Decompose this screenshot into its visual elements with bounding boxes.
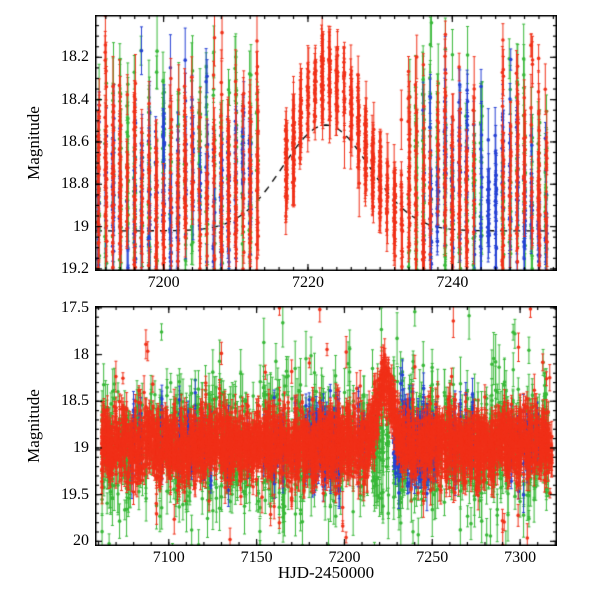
top-panel-plot — [95, 15, 557, 271]
y-tick-label-top: 19 — [73, 217, 89, 235]
y-tick-label-top: 18.6 — [61, 132, 89, 150]
y-tick-label-bottom: 18.5 — [61, 392, 89, 410]
bottom-panel-plot — [95, 306, 557, 546]
y-tick-label-top: 18.4 — [61, 90, 89, 108]
x-tick-label-top: 7240 — [436, 274, 469, 291]
x-axis-label: HJD-2450000 — [277, 563, 375, 582]
y-tick-label-bottom: 17.5 — [61, 298, 89, 316]
x-tick-label-bottom: 7100 — [152, 549, 185, 566]
x-tick-label-top: 7220 — [291, 274, 324, 291]
x-tick-label-bottom: 7300 — [504, 549, 537, 566]
x-tick-label-bottom: 7200 — [328, 549, 361, 566]
x-tick-label-bottom: 7150 — [240, 549, 273, 566]
y-tick-label-bottom: 19 — [73, 438, 89, 456]
x-tick-label-top: 7200 — [147, 274, 180, 291]
y-tick-label-top: 19.2 — [61, 259, 89, 277]
y-tick-label-bottom: 20 — [73, 532, 89, 550]
y-tick-label-bottom: 18 — [73, 345, 89, 363]
y-tick-label-bottom: 19.5 — [61, 485, 89, 503]
y-tick-label-top: 18.2 — [61, 48, 89, 66]
x-tick-label-bottom: 7250 — [416, 549, 449, 566]
y-tick-label-top: 18.8 — [61, 175, 89, 193]
